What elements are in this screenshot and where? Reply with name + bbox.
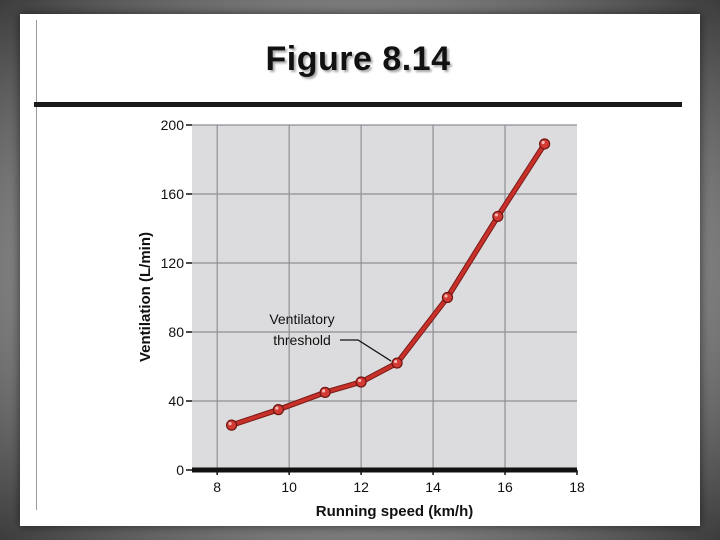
x-axis-label: Running speed (km/h) [316, 503, 474, 520]
y-tick-label-0: 0 [176, 462, 184, 478]
x-tick-label-14: 14 [425, 479, 441, 495]
y-tick-label-120: 120 [161, 255, 185, 271]
data-point-3 [355, 376, 367, 388]
slide-title-text: Figure 8.14 [265, 40, 451, 78]
data-point-1 [272, 404, 284, 416]
y-tick-label-160: 160 [161, 186, 185, 202]
y-axis-label: Ventilation (L/min) [137, 232, 154, 362]
x-tick-label-16: 16 [497, 479, 513, 495]
tick-labels: 8 10 12 14 16 18 0 40 80 120 160 200 [161, 117, 585, 495]
y-tick-label-40: 40 [168, 393, 184, 409]
data-point-highlight-0 [228, 422, 232, 426]
x-tick-label-10: 10 [281, 479, 297, 495]
data-point-highlight-7 [541, 140, 545, 145]
data-point-highlight-5 [444, 294, 448, 298]
data-point-0 [225, 419, 238, 431]
y-tick-label-80: 80 [168, 324, 184, 340]
data-point-highlight-4 [393, 359, 398, 364]
grid-lines [192, 124, 577, 470]
series-line [231, 143, 547, 427]
data-point-highlight-1 [275, 406, 279, 410]
data-point-highlight-3 [358, 378, 362, 383]
x-tick-label-8: 8 [213, 479, 221, 495]
plot-background [192, 125, 577, 470]
data-series [225, 138, 551, 431]
annotation-line-2: threshold [273, 332, 331, 348]
data-point-4 [391, 357, 403, 369]
y-tick-label-200: 200 [161, 117, 185, 133]
annotation: Ventilatory threshold [269, 311, 392, 362]
annotation-leader [340, 339, 392, 362]
title-divider [34, 102, 682, 107]
data-point-2 [319, 386, 331, 398]
annotation-line-1: Ventilatory [269, 311, 334, 327]
left-rule [36, 20, 37, 510]
data-point-7 [539, 138, 551, 150]
x-tick-label-18: 18 [569, 479, 585, 495]
data-point-highlight-2 [322, 389, 326, 393]
x-tick-label-12: 12 [353, 479, 369, 495]
data-point-highlight-6 [494, 213, 498, 217]
data-point-6 [492, 210, 504, 223]
axes [186, 124, 578, 475]
data-point-5 [441, 291, 454, 304]
slide-title: Figure 8.14 [0, 40, 720, 79]
